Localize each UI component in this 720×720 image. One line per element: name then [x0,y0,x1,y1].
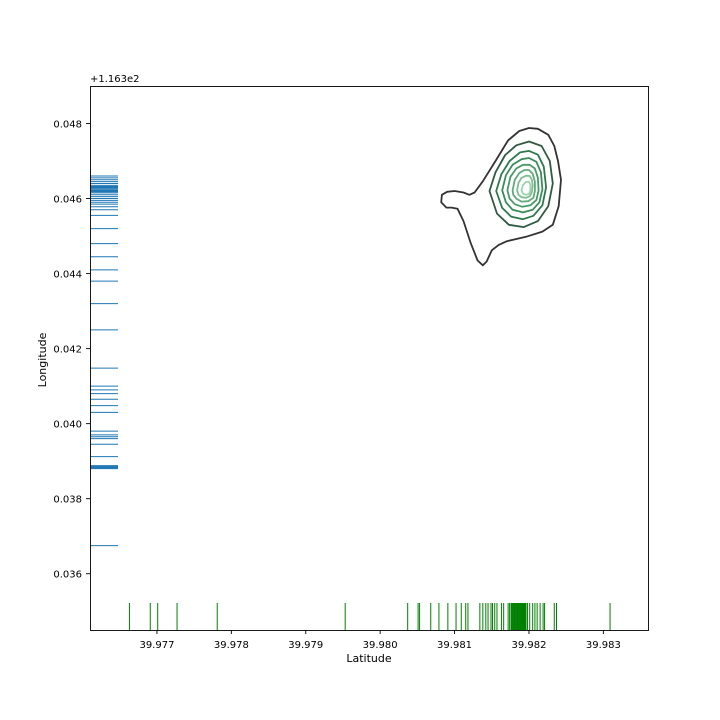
x-tick-label: 39.982 [511,640,546,651]
y-offset-label: +1.163e2 [90,74,140,85]
y-tick-label: 0.040 [53,420,82,431]
y-tick-label: 0.036 [53,570,82,581]
x-tick-label: 39.977 [139,640,174,651]
y-tick-label: 0.038 [53,495,82,506]
kde-contour-level [440,127,562,267]
plot-frame [90,86,649,631]
kde-contour-level [506,163,540,208]
kde-contours [440,127,562,267]
x-tick-label: 39.980 [363,640,398,651]
y-tick-label: 0.042 [53,345,82,356]
kde-contour-level [516,174,534,199]
x-tick-label: 39.979 [288,640,323,651]
x-tick-label: 39.983 [586,640,621,651]
x-tick-label: 39.978 [214,640,249,651]
y-tick-label: 0.046 [53,195,82,206]
x-axis: 39.977 39.978 39.979 39.980 39.981 39.982 39.9… [139,630,621,651]
kde-contour-level [520,180,532,196]
kde-contour-level [495,150,547,221]
kde-contour-level [511,169,536,203]
y-axis-label: Longitude [36,332,49,387]
y-tick-label: 0.044 [53,270,82,281]
y-rug [90,175,118,547]
kde-contour-level [501,157,544,214]
x-axis-label: Latitude [346,652,392,665]
kde-contour-level [488,140,554,228]
x-tick-label: 39.981 [437,640,472,651]
y-tick-label: 0.048 [53,120,82,131]
y-axis: 0.036 0.038 0.040 0.042 0.044 0.046 0.048 [53,120,90,581]
x-rug [128,603,611,630]
